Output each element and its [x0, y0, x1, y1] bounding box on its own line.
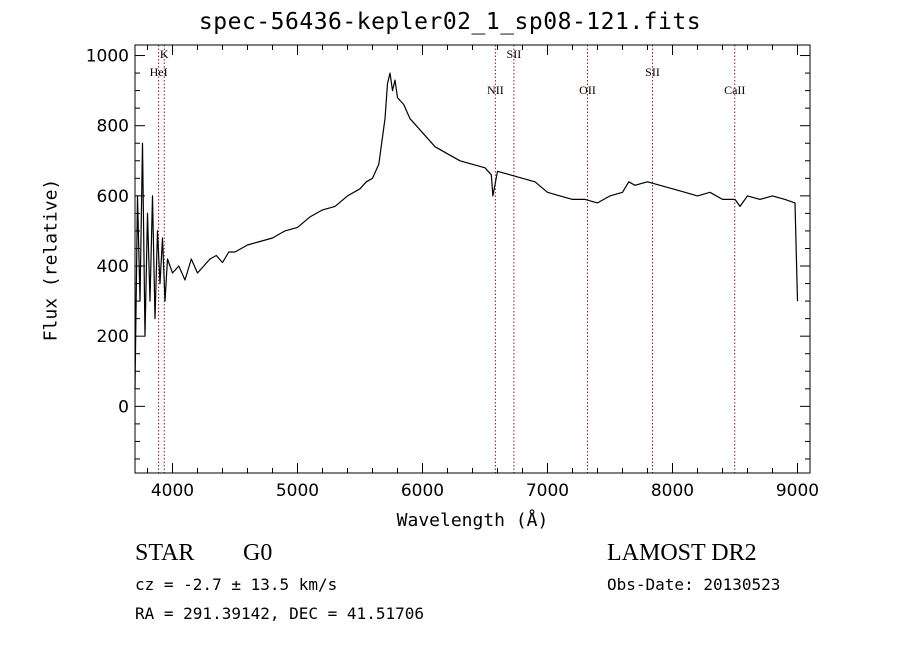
x-tick-label: 7000 — [526, 481, 569, 501]
spectral-line-label: HeI — [150, 65, 168, 79]
object-class: STAR — [135, 540, 195, 566]
y-tick-label: 800 — [97, 117, 129, 137]
y-tick-label: 400 — [97, 257, 129, 277]
chart-title: spec-56436-kepler02_1_sp08-121.fits — [198, 9, 702, 35]
spectral-line-label: SII — [645, 65, 660, 79]
x-tick-label: 4000 — [151, 481, 194, 501]
observation-date: Obs-Date: 20130523 — [607, 575, 781, 594]
y-tick-label: 1000 — [86, 47, 129, 67]
spectral-line-label: K — [160, 47, 169, 61]
survey-name: LAMOST DR2 — [607, 540, 757, 566]
y-tick-label: 200 — [97, 327, 129, 347]
object-subclass: G0 — [243, 540, 273, 566]
coordinates-info: RA = 291.39142, DEC = 41.51706 — [135, 604, 424, 623]
redshift-info: cz = -2.7 ± 13.5 km/s — [135, 575, 338, 594]
x-tick-label: 9000 — [776, 481, 819, 501]
spectral-line-label: NII — [487, 83, 504, 97]
x-tick-label: 6000 — [401, 481, 444, 501]
y-axis-label: Flux (relative) — [40, 178, 62, 342]
spectral-line-label: SII — [507, 47, 522, 61]
x-axis-label: Wavelength (Å) — [396, 510, 549, 531]
y-tick-label: 0 — [118, 397, 129, 417]
spectral-line-label: OII — [579, 83, 596, 97]
y-tick-label: 600 — [97, 187, 129, 207]
plot-frame — [134, 44, 811, 474]
spectral-line-label: CaII — [724, 83, 745, 97]
x-tick-label: 5000 — [276, 481, 319, 501]
x-tick-label: 8000 — [651, 481, 694, 501]
spectrum-line — [134, 72, 799, 389]
